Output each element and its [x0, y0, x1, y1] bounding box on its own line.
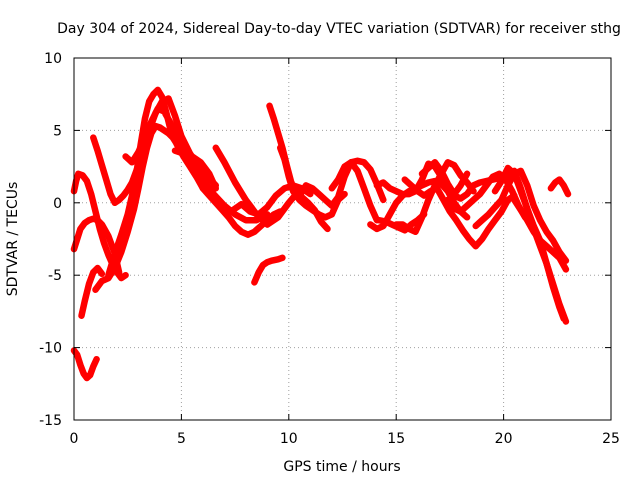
series-track-16 — [296, 157, 387, 209]
x-tick-label: 15 — [387, 431, 405, 447]
y-tick-label: 5 — [53, 123, 62, 139]
axis-ticks: 0 5 10 15 20 25 -15 -10 -5 0 5 10 — [39, 51, 620, 447]
series-track-10 — [171, 147, 220, 192]
series-track-28 — [511, 196, 570, 273]
series-track-2 — [78, 264, 106, 319]
series-track-17 — [328, 159, 381, 224]
series-track-13 — [251, 254, 286, 286]
series-track-20 — [375, 211, 428, 234]
series-track-25 — [472, 167, 570, 264]
y-tick-label: 10 — [44, 51, 62, 67]
series-track-15 — [276, 144, 348, 221]
plot-border — [73, 57, 612, 421]
x-tick-label: 20 — [495, 431, 513, 447]
x-tick-label: 10 — [280, 431, 298, 447]
series-track-6 — [92, 122, 271, 293]
x-tick-label: 5 — [177, 431, 186, 447]
data-series — [70, 86, 572, 382]
x-tick-label: 25 — [602, 431, 620, 447]
x-tick-label: 0 — [70, 431, 79, 447]
chart-title: Day 304 of 2024, Sidereal Day-to-day VTE… — [57, 21, 621, 37]
series-track-24 — [444, 170, 529, 221]
series-track-12 — [229, 182, 314, 218]
y-axis-label: SDTVAR / TECUs — [5, 182, 21, 297]
series-track-3 — [70, 215, 123, 276]
y-tick-label: -10 — [39, 341, 62, 357]
y-tick-label: 0 — [53, 196, 62, 212]
series-track-29 — [547, 176, 572, 198]
series-track-9 — [139, 95, 220, 189]
series-track-21 — [392, 159, 477, 236]
y-tick-label: -5 — [48, 268, 62, 284]
series-track-1 — [70, 347, 100, 382]
grid-lines — [74, 58, 611, 420]
series-track-23 — [418, 159, 471, 198]
y-tick-label: -15 — [39, 413, 62, 429]
series-track-22 — [401, 176, 518, 250]
x-axis-label: GPS time / hours — [283, 459, 400, 475]
